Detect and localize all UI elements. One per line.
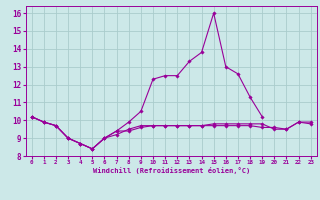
- X-axis label: Windchill (Refroidissement éolien,°C): Windchill (Refroidissement éolien,°C): [92, 167, 250, 174]
